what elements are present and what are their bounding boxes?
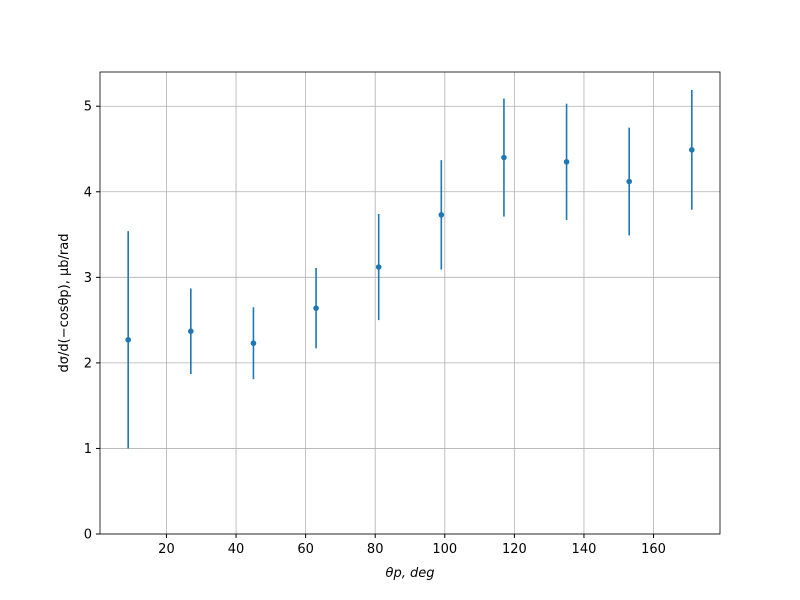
data-point — [689, 147, 695, 153]
data-point — [501, 154, 507, 161]
y-tick-label: 5 — [84, 100, 92, 115]
x-tick-label: 100 — [432, 542, 457, 557]
data-point — [125, 336, 131, 343]
x-tick-label: 160 — [641, 542, 666, 557]
plot-frame — [99, 71, 721, 535]
y-tick-label: 1 — [84, 442, 92, 457]
data-point — [188, 328, 194, 335]
y-tick-label: 2 — [84, 356, 92, 371]
data-point — [250, 340, 257, 347]
data-point — [438, 212, 445, 218]
x-tick-label: 120 — [502, 542, 527, 557]
y-tick-label: 3 — [84, 271, 92, 286]
y-axis-label: dσ/d(−cosθp), μb/rad — [57, 234, 72, 373]
x-tick-label: 140 — [572, 542, 597, 557]
data-point — [626, 178, 632, 185]
x-tick-label: 60 — [297, 542, 314, 557]
data-point — [563, 159, 570, 165]
x-tick-label: 40 — [228, 542, 245, 557]
x-axis-label: θp, deg — [386, 566, 435, 581]
data-point — [313, 305, 319, 311]
x-tick-label: 20 — [158, 542, 175, 557]
y-tick-label: 4 — [84, 185, 92, 200]
data-point — [375, 264, 382, 270]
y-tick-label: 0 — [84, 528, 92, 543]
x-tick-label: 80 — [367, 542, 384, 557]
